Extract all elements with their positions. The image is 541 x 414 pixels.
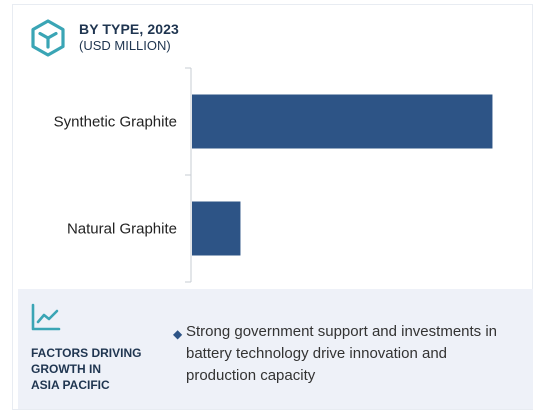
category-label: Natural Graphite <box>67 221 177 238</box>
line-chart-icon <box>31 303 61 331</box>
bar-natural-graphite <box>192 201 241 256</box>
category-label: Synthetic Graphite <box>54 114 177 131</box>
bullet-diamond-icon: ◆ <box>173 327 183 341</box>
bar-chart: Synthetic Graphite Natural Graphite <box>54 67 493 283</box>
chart-title: BY TYPE, 2023 <box>79 21 179 37</box>
factors-label: FACTORS DRIVING GROWTH IN ASIA PACIFIC <box>31 346 142 392</box>
chart-subtitle: (USD MILLION) <box>79 38 171 53</box>
growth-factors-panel: FACTORS DRIVING GROWTH IN ASIA PACIFIC ◆… <box>18 289 533 409</box>
bar-synthetic-graphite <box>192 94 493 149</box>
growth-factor-bullet: Strong government support and investment… <box>186 323 498 384</box>
cube-icon <box>31 19 65 57</box>
chart-header: BY TYPE, 2023 (USD MILLION) <box>29 16 249 60</box>
